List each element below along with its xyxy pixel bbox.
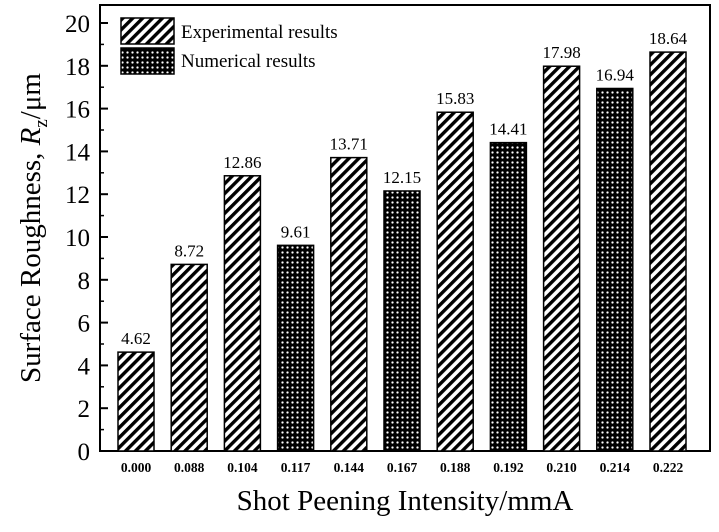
bars: [117, 51, 687, 452]
bar-numerical: [489, 141, 528, 452]
legend-swatch-numerical: [120, 47, 175, 75]
data-labels: 4.62 8.72 12.86 9.61 13.71 12.15 15.83 14.41 17.…: [121, 29, 688, 348]
x-tick-label: 0.214: [600, 460, 631, 475]
bar-experimental: [436, 111, 474, 452]
y-tick-label: 2: [78, 396, 91, 423]
bar-numerical: [276, 244, 315, 452]
legend-swatch-experimental: [120, 17, 175, 45]
x-tick-label: 0.222: [653, 460, 684, 475]
x-tick-label: 0.144: [334, 460, 365, 475]
bar-numerical: [383, 190, 421, 452]
y-tick-label: 6: [78, 311, 91, 338]
legend-label-numerical: Numerical results: [181, 51, 316, 72]
y-tick-label: 16: [65, 97, 90, 124]
legend-label-experimental: Experimental results: [181, 22, 338, 43]
x-axis-title: Shot Peening Intensity/mmA: [237, 485, 574, 517]
y-axis-title-subscript: z: [31, 119, 52, 127]
bar-experimental: [649, 51, 687, 452]
bar-experimental: [170, 263, 208, 452]
x-tick-label: 0.104: [227, 460, 258, 475]
bar-numerical: [596, 87, 634, 452]
bar-value-label: 9.61: [281, 222, 311, 241]
y-tick-label: 4: [78, 353, 91, 380]
legend: Experimental results Numerical results: [120, 17, 338, 75]
bar-value-label: 17.98: [542, 43, 580, 62]
y-tick-label: 18: [65, 54, 90, 81]
bar-value-label: 16.94: [596, 65, 635, 84]
bar-value-label: 12.86: [223, 153, 261, 172]
y-axis: 0 2 4 6 8 10 12 14 16 18 20: [65, 11, 108, 466]
y-tick-label: 10: [65, 225, 90, 252]
bar-value-label: 13.71: [330, 135, 368, 154]
x-tick-label: 0.167: [387, 460, 418, 475]
y-axis-title: Surface Roughness, Rz/μm: [15, 73, 52, 383]
x-tick-label: 0.192: [493, 460, 524, 475]
y-tick-label: 0: [78, 439, 91, 466]
x-tick-label: 0.210: [546, 460, 577, 475]
bar-experimental: [223, 175, 262, 452]
bar-experimental: [542, 65, 581, 452]
y-axis-title-main: Surface Roughness,: [15, 145, 47, 383]
bar-value-label: 15.83: [436, 89, 474, 108]
bar-value-label: 4.62: [121, 329, 151, 348]
x-axis: 0.000 0.088 0.104 0.117 0.144 0.167 0.188 0.192…: [121, 460, 684, 475]
x-tick-label: 0.000: [121, 460, 152, 475]
y-tick-label: 14: [65, 139, 91, 166]
y-tick-label: 20: [65, 11, 90, 38]
y-tick-label: 8: [78, 268, 91, 295]
x-tick-label: 0.088: [174, 460, 205, 475]
bar-value-label: 14.41: [489, 120, 527, 139]
x-tick-label: 0.117: [281, 460, 311, 475]
bar-value-label: 12.15: [383, 168, 421, 187]
y-tick-label: 12: [65, 182, 90, 209]
bar-experimental: [117, 351, 155, 452]
y-axis-title-unit: /μm: [15, 73, 47, 120]
y-axis-title-variable: R: [15, 127, 47, 146]
x-tick-label: 0.188: [440, 460, 471, 475]
bar-value-label: 8.72: [174, 241, 204, 260]
bar-value-label: 18.64: [649, 29, 688, 48]
bar-experimental: [330, 156, 368, 452]
